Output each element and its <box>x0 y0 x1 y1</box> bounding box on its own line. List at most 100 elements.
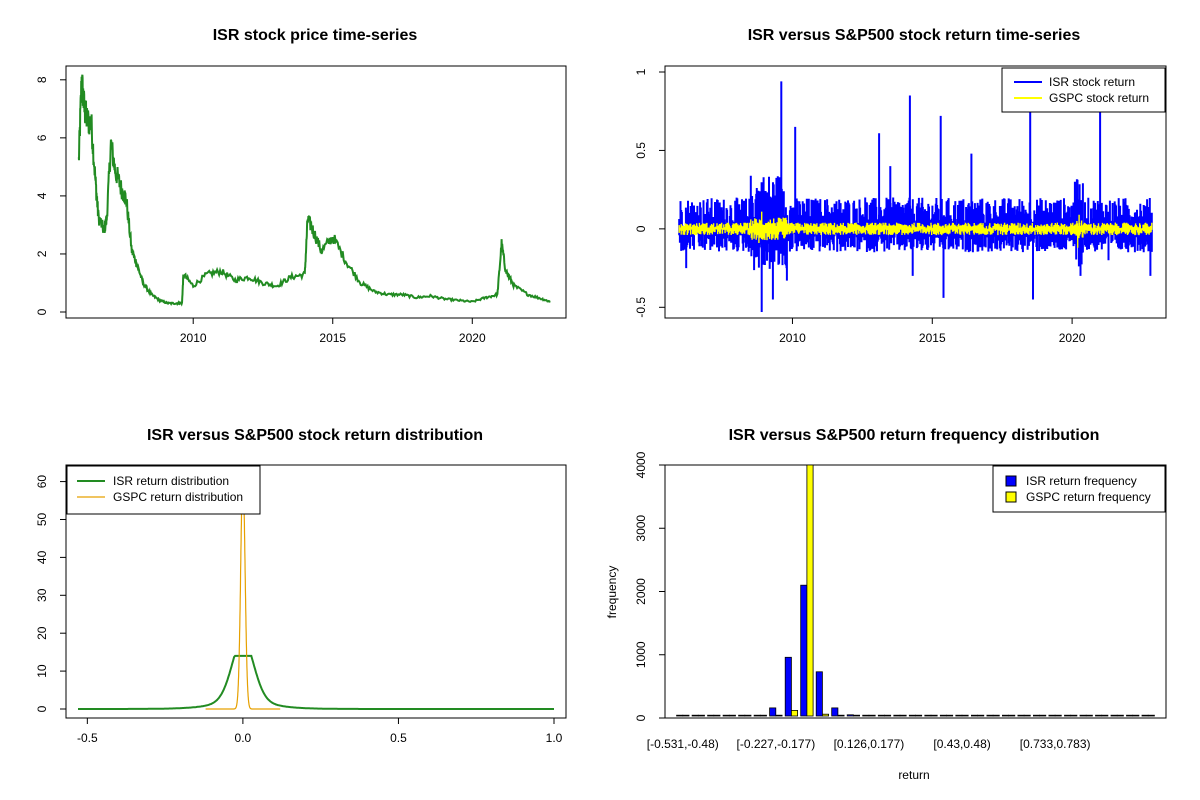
legend-label: ISR return distribution <box>113 474 229 488</box>
bar-gspc <box>713 714 721 717</box>
bar-isr <box>1064 714 1072 717</box>
bar-isr <box>753 714 761 717</box>
series-line-isr-return <box>678 81 1153 312</box>
plot-frame <box>65 65 567 319</box>
bar-isr <box>738 714 746 717</box>
bar-isr <box>676 714 684 717</box>
legend-box <box>992 465 1166 513</box>
bar-gspc <box>915 714 923 717</box>
y-tick-label: 10 <box>35 664 49 678</box>
bar-gspc <box>1085 714 1093 717</box>
x-tick-label: [0.126,0.177) <box>834 737 905 751</box>
bar-gspc <box>1101 714 1109 717</box>
bar-gspc <box>728 714 736 717</box>
bar-gspc <box>1023 714 1031 717</box>
y-tick-label: -0.5 <box>634 297 648 318</box>
bar-gspc <box>884 714 892 717</box>
bar-gspc <box>1008 714 1016 717</box>
bar-isr <box>1079 714 1087 717</box>
x-tick-label: 2020 <box>459 331 486 345</box>
panel-frequency: ISR versus S&P500 return frequency distr… <box>605 427 1167 782</box>
y-tick-label: 1000 <box>634 641 648 668</box>
plot-frame <box>65 464 567 719</box>
bar-isr <box>846 714 854 717</box>
x-tick-label: 2015 <box>319 331 346 345</box>
bar-gspc <box>837 714 845 717</box>
y-tick-label: 0 <box>634 714 648 721</box>
x-tick-label: 2020 <box>1059 331 1086 345</box>
bar-gspc <box>977 714 985 717</box>
bar-gspc <box>744 714 752 717</box>
x-tick-label: [-0.227,-0.177) <box>736 737 815 751</box>
bar-isr <box>986 714 994 717</box>
bar-gspc <box>682 714 690 717</box>
bar-gspc <box>961 714 969 717</box>
series-line-gspc-return <box>678 211 1153 248</box>
bar-gspc <box>1070 714 1078 717</box>
bar-isr <box>1141 714 1149 717</box>
y-tick-label: 8 <box>35 76 49 83</box>
legend-box <box>1001 67 1166 113</box>
bar-isr <box>1110 714 1118 717</box>
bar-isr <box>1095 714 1103 717</box>
bar-gspc <box>775 714 783 717</box>
bar-isr <box>924 714 932 717</box>
bar-gspc <box>1054 714 1062 717</box>
y-tick-label: 6 <box>35 134 49 141</box>
bar-gspc <box>930 714 938 717</box>
bar-isr <box>800 584 808 717</box>
bar-isr <box>893 714 901 717</box>
bar-gspc <box>1116 714 1124 717</box>
y-tick-label: 1 <box>634 68 648 75</box>
panel-price: ISR stock price time-series 2010 2015 2020… <box>35 27 567 345</box>
bar-isr <box>862 714 870 717</box>
x-axis-label: return <box>898 768 929 782</box>
panel-returns: ISR versus S&P500 stock return time-seri… <box>634 27 1167 345</box>
y-tick-label: 0.5 <box>634 142 648 159</box>
legend-box <box>66 465 261 515</box>
bar-gspc <box>1147 714 1155 717</box>
bar-gspc <box>868 714 876 717</box>
y-tick-label: 0 <box>35 308 49 315</box>
legend-label: GSPC return distribution <box>113 490 243 504</box>
bar-isr <box>971 714 979 717</box>
bar-isr <box>769 707 777 717</box>
bar-gspc <box>946 714 954 717</box>
bar-isr <box>784 656 792 717</box>
x-tick-label: 2010 <box>180 331 207 345</box>
legend-label: ISR return frequency <box>1026 474 1137 488</box>
bar-gspc <box>992 714 1000 717</box>
y-tick-label: 60 <box>35 475 49 489</box>
bar-isr <box>691 714 699 717</box>
bar-gspc <box>759 714 767 717</box>
plot-frame <box>664 65 1167 319</box>
bar-gspc <box>822 713 830 717</box>
bar-isr <box>1017 714 1025 717</box>
y-tick-label: 0 <box>634 225 648 232</box>
bar-isr <box>1126 714 1134 717</box>
bar-isr <box>939 714 947 717</box>
bar-isr <box>1002 714 1010 717</box>
x-tick-label: 2015 <box>919 331 946 345</box>
x-tick-label: [-0.531,-0.48) <box>647 737 719 751</box>
bar-gspc <box>899 714 907 717</box>
y-axis-label: frequency <box>605 566 619 619</box>
x-tick-label: 1.0 <box>546 731 563 745</box>
legend-swatch <box>1005 491 1017 503</box>
y-tick-label: 2000 <box>634 578 648 605</box>
y-tick-label: 0 <box>35 705 49 712</box>
y-tick-label: 4000 <box>634 451 648 478</box>
x-tick-label: 0.0 <box>235 731 252 745</box>
bar-gspc <box>853 714 861 717</box>
y-tick-label: 50 <box>35 512 49 526</box>
y-tick-label: 40 <box>35 550 49 564</box>
bar-gspc <box>806 464 814 717</box>
x-tick-label: 2010 <box>779 331 806 345</box>
legend-swatch <box>1005 475 1017 487</box>
y-tick-label: 20 <box>35 626 49 640</box>
bar-gspc <box>1039 714 1047 717</box>
bar-isr <box>1033 714 1041 717</box>
chart-title: ISR versus S&P500 stock return distribut… <box>147 427 483 444</box>
x-tick-label: -0.5 <box>77 731 98 745</box>
